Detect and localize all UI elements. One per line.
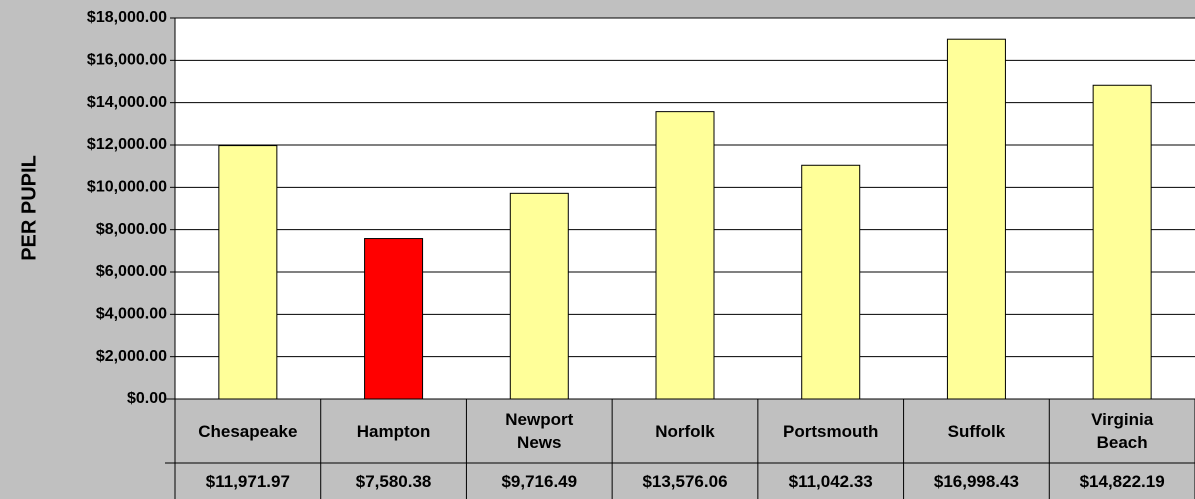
value-label: $13,576.06 (612, 463, 758, 499)
y-tick-label: $18,000.00 (87, 9, 167, 26)
y-tick-label: $10,000.00 (87, 179, 167, 196)
value-label: $11,042.33 (758, 463, 904, 499)
category-label: Virginia Beach (1049, 399, 1195, 463)
value-label-text: $7,580.38 (355, 471, 432, 491)
category-label: Newport News (466, 399, 612, 463)
value-label: $7,580.38 (321, 463, 467, 499)
y-tick-label: $14,000.00 (87, 94, 167, 111)
bar (218, 145, 278, 400)
category-label-text: Norfolk (655, 421, 715, 441)
value-label-text: $11,971.97 (205, 471, 290, 491)
bar (509, 192, 569, 400)
category-label-text: Suffolk (947, 421, 1006, 441)
y-tick-label: $8,000.00 (96, 221, 167, 238)
bar (801, 164, 861, 400)
value-label-text: $11,042.33 (788, 471, 873, 491)
bar (364, 238, 424, 400)
bar (1092, 84, 1152, 400)
y-axis-label: PER PUPIL (18, 155, 40, 261)
value-label: $11,971.97 (175, 463, 321, 499)
value-label: $9,716.49 (466, 463, 612, 499)
category-label: Chesapeake (175, 399, 321, 463)
category-label: Hampton (321, 399, 467, 463)
y-tick-label: $2,000.00 (96, 348, 167, 365)
bar (946, 38, 1006, 400)
value-label: $16,998.43 (904, 463, 1050, 499)
category-label: Suffolk (904, 399, 1050, 463)
category-label: Portsmouth (758, 399, 904, 463)
value-label-text: $9,716.49 (501, 471, 578, 491)
category-label-text: Portsmouth (783, 421, 879, 441)
y-tick-label: $0.00 (127, 390, 167, 407)
category-label-text: Chesapeake (198, 421, 298, 441)
y-tick-label: $12,000.00 (87, 136, 167, 153)
y-tick-label: $4,000.00 (96, 306, 167, 323)
bar (655, 111, 715, 400)
value-label-text: $14,822.19 (1079, 471, 1165, 491)
value-label: $14,822.19 (1049, 463, 1195, 499)
category-label-text: Hampton (356, 421, 431, 441)
y-tick-label: $16,000.00 (87, 52, 167, 69)
value-label-text: $16,998.43 (933, 471, 1019, 491)
category-label-text: Virginia Beach (1091, 410, 1154, 452)
y-tick-label: $6,000.00 (96, 263, 167, 280)
value-label-text: $13,576.06 (642, 471, 728, 491)
category-label-text: Newport News (505, 410, 574, 452)
category-label: Norfolk (612, 399, 758, 463)
